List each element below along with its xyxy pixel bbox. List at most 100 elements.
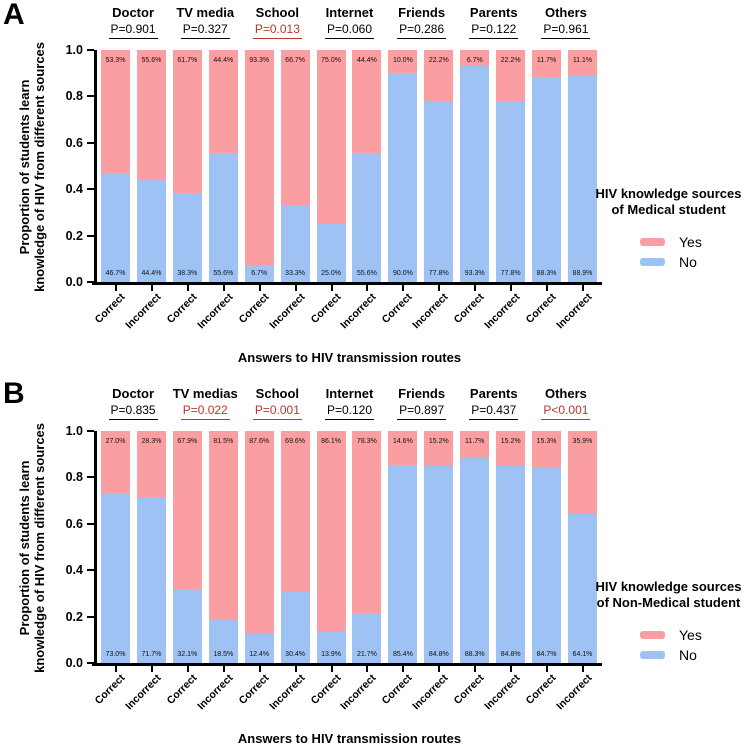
plot-area: 27.0% 73.0% 28.3% 71.7% 67.9% 32.1% 81.5% 18.5%…: [66, 425, 602, 672]
x-tick-mark: [186, 284, 189, 291]
stacked-bar: 15.2% 84.8%: [424, 431, 454, 663]
segment-no: [352, 153, 382, 282]
value-label-no: 33.3%: [285, 270, 306, 277]
value-label-yes: 35.9%: [572, 438, 593, 445]
p-value-text: P=0.901: [108, 23, 158, 39]
segment-yes: [532, 431, 562, 467]
value-label-yes: 81.5%: [213, 438, 234, 445]
y-tick-label: 0.4: [65, 182, 83, 197]
y-tick-mark: [87, 476, 94, 479]
p-value: P=0.120: [313, 403, 385, 420]
stacked-bar: 15.3% 84.7%: [532, 431, 562, 663]
y-tick-mark: [87, 662, 94, 664]
legend-title: HIV knowledge sources of Medical student: [584, 186, 753, 219]
segment-yes: [208, 50, 238, 154]
segment-yes: [136, 431, 166, 497]
x-tick-mark: [114, 284, 117, 291]
segment-no: [424, 101, 454, 282]
p-value-text: P=0.001: [252, 404, 302, 420]
stacked-bar: 75.0% 25.0%: [316, 50, 346, 282]
y-tick-mark: [87, 49, 94, 51]
value-label-yes: 87.6%: [249, 438, 270, 445]
group-header: Parents P=0.122: [458, 5, 530, 39]
x-tick-mark: [294, 665, 297, 672]
segment-no: [208, 620, 238, 663]
y-tick-label: 0.0: [65, 656, 83, 670]
stacked-bar: 14.6% 85.4%: [388, 431, 418, 663]
y-tick-label: 1.0: [65, 43, 83, 57]
x-tick-mark: [581, 284, 584, 291]
stacked-bar: 61.7% 38.3%: [172, 50, 202, 282]
group-header: School P=0.013: [241, 5, 313, 39]
value-label-yes: 22.2%: [428, 57, 449, 64]
p-value: P=0.060: [313, 22, 385, 39]
value-label-yes: 6.7%: [466, 57, 483, 64]
value-label-yes: 78.3%: [357, 438, 377, 445]
segment-no: [496, 101, 526, 282]
legend-title-line2: of Non-Medical student: [596, 595, 741, 611]
legend-label-yes: Yes: [679, 233, 702, 250]
stacked-bar: 44.4% 55.6%: [352, 50, 382, 282]
legend: HIV knowledge sources of Non-Medical stu…: [584, 579, 753, 667]
x-tick-mark: [545, 284, 548, 291]
stacked-bar: 53.3% 46.7%: [101, 50, 130, 282]
x-tick-mark: [330, 665, 333, 672]
segment-yes: [567, 50, 597, 76]
y-tick-mark: [87, 281, 94, 283]
segment-yes: [316, 50, 346, 224]
stacked-bar: 67.9% 32.1%: [172, 431, 202, 663]
segment-no: [172, 193, 202, 282]
plot-area: 53.3% 46.7% 55.6% 44.4% 61.7% 38.3% 44.4% 55.6%…: [66, 44, 602, 291]
y-axis-title-line1: Proportion of students learn: [17, 460, 33, 636]
panel-letter: B: [3, 377, 25, 410]
value-label-yes: 28.3%: [141, 438, 162, 445]
value-label-yes: 15.2%: [500, 438, 521, 445]
group-headers: Doctor P=0.901 TV media P=0.327 School P=0.01…: [97, 5, 602, 39]
segment-no: [316, 630, 346, 663]
value-label-no: 44.4%: [141, 270, 162, 277]
value-label-no: 88.3%: [536, 270, 557, 277]
p-value-text: P=0.013: [252, 23, 302, 39]
segment-no: [244, 266, 274, 282]
group-name: Others: [544, 386, 587, 401]
segment-yes: [208, 431, 238, 621]
value-label-no: 38.3%: [177, 270, 198, 277]
value-label-yes: 93.3%: [249, 57, 270, 64]
stacked-bar: 86.1% 13.9%: [316, 431, 346, 663]
x-tick-labels: Correct Incorrect Correct Incorrect Correct I…: [92, 291, 602, 353]
value-label-yes: 15.3%: [536, 438, 557, 445]
value-label-yes: 11.1%: [572, 57, 593, 64]
y-axis-title: Proportion of students learn knowledge o…: [17, 36, 48, 298]
group-name: School: [255, 5, 300, 20]
group-headers: Doctor P=0.835 TV medias P=0.022 School P=0.0…: [97, 386, 602, 420]
p-value: P=0.013: [241, 22, 313, 39]
y-tick-mark: [87, 141, 94, 144]
stacked-bar: 10.0% 90.0%: [388, 50, 418, 282]
y-tick-label: 0.2: [65, 228, 83, 243]
p-value: P=0.327: [169, 22, 241, 39]
segment-no: [567, 75, 597, 282]
y-axis-title-line1: Proportion of students learn: [17, 79, 33, 255]
group-header: Others P<0.001: [530, 386, 602, 420]
y-tick-mark: [87, 615, 94, 618]
bars-container: 27.0% 73.0% 28.3% 71.7% 67.9% 32.1% 81.5% 18.5%…: [97, 431, 602, 663]
stacked-bar: 6.7% 93.3%: [460, 50, 490, 282]
value-label-no: 21.7%: [357, 651, 377, 658]
p-value-text: P=0.286: [397, 23, 447, 39]
stacked-bar: 35.9% 64.1%: [567, 431, 597, 663]
y-tick-label: 1.0: [65, 424, 83, 438]
stacked-bar: 11.7% 88.3%: [460, 431, 490, 663]
p-value-text: P<0.001: [541, 404, 591, 420]
legend-title: HIV knowledge sources of Non-Medical stu…: [584, 579, 753, 612]
group-header: Friends P=0.286: [386, 5, 458, 39]
value-label-yes: 53.3%: [105, 57, 126, 64]
value-label-yes: 67.9%: [177, 438, 198, 445]
segment-no: [460, 65, 490, 282]
x-tick-mark: [473, 665, 476, 672]
segment-yes: [172, 50, 202, 194]
legend-title-line1: HIV knowledge sources: [595, 186, 742, 201]
segment-yes: [136, 50, 166, 179]
segment-no: [280, 204, 310, 282]
y-tick-mark: [87, 522, 94, 525]
group-header: TV media P=0.327: [169, 5, 241, 39]
